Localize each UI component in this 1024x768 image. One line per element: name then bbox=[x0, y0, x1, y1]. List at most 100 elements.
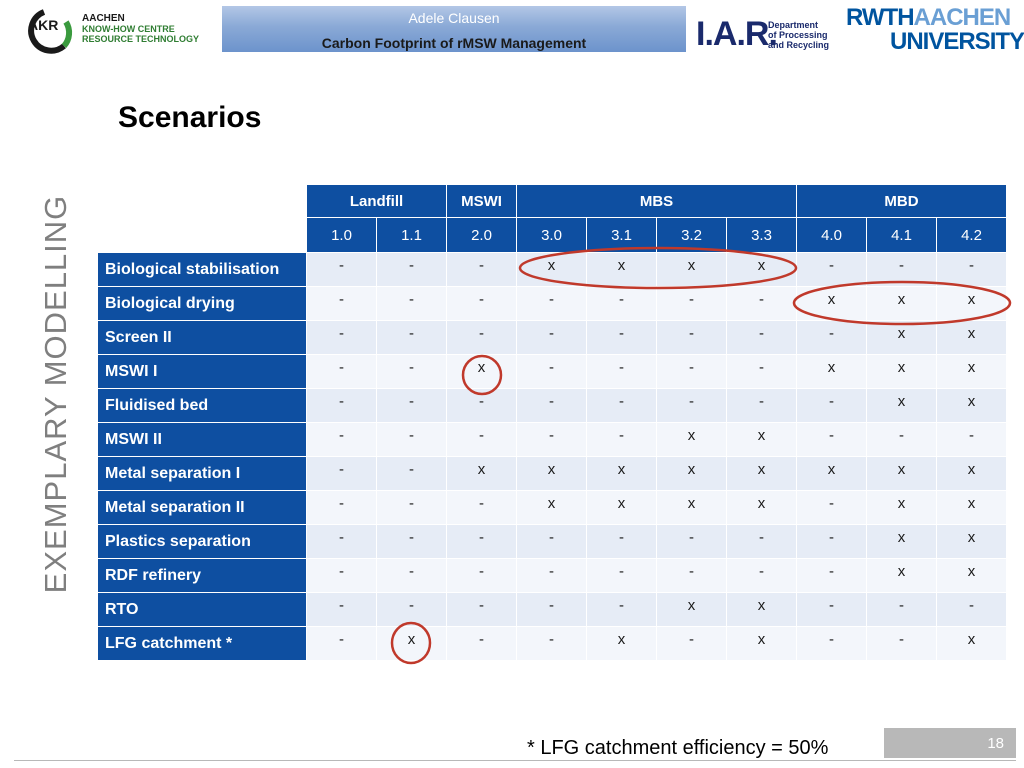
table-cell: x bbox=[657, 457, 726, 490]
table-cell: - bbox=[307, 525, 376, 558]
page-number-box: 18 bbox=[884, 728, 1016, 758]
table-cell: - bbox=[867, 627, 936, 660]
table-cell: x bbox=[657, 253, 726, 286]
table-cell: - bbox=[727, 355, 796, 388]
row-label: Biological stabilisation bbox=[98, 253, 306, 286]
table-cell: - bbox=[657, 627, 726, 660]
table-cell: - bbox=[447, 287, 516, 320]
table-cell: - bbox=[307, 389, 376, 422]
table-cell: x bbox=[937, 559, 1006, 592]
table-cell: - bbox=[377, 321, 446, 354]
table-cell: - bbox=[307, 627, 376, 660]
footnote: * LFG catchment efficiency = 50% bbox=[527, 737, 829, 759]
row-label: RTO bbox=[98, 593, 306, 626]
table-cell: - bbox=[307, 253, 376, 286]
scenario-header: 3.2 bbox=[657, 218, 726, 252]
scenario-header: 1.1 bbox=[377, 218, 446, 252]
table-cell: - bbox=[657, 321, 726, 354]
table-cell: x bbox=[587, 457, 656, 490]
table-cell: - bbox=[587, 321, 656, 354]
table-cell: - bbox=[517, 389, 586, 422]
table-cell: - bbox=[797, 593, 866, 626]
table-cell: - bbox=[797, 491, 866, 524]
table-cell: x bbox=[727, 457, 796, 490]
table-cell: x bbox=[867, 321, 936, 354]
scenario-header: 4.2 bbox=[937, 218, 1006, 252]
table-cell: - bbox=[307, 457, 376, 490]
iar-department-text: Department of Processing and Recycling bbox=[768, 20, 829, 50]
table-cell: - bbox=[307, 423, 376, 456]
table-cell: - bbox=[587, 423, 656, 456]
table-cell: - bbox=[307, 287, 376, 320]
rwth-text: RWTH bbox=[846, 4, 915, 31]
row-label: Metal separation II bbox=[98, 491, 306, 524]
table-cell: x bbox=[797, 457, 866, 490]
akr-emblem-icon: AKR bbox=[28, 9, 73, 54]
akr-logo: AKR AACHEN KNOW-HOW CENTRE RESOURCE TECH… bbox=[14, 8, 204, 54]
table-cell: - bbox=[307, 491, 376, 524]
table-cell: x bbox=[657, 593, 726, 626]
table-cell: x bbox=[867, 287, 936, 320]
table-cell: - bbox=[377, 355, 446, 388]
table-cell: - bbox=[727, 525, 796, 558]
table-cell: - bbox=[587, 525, 656, 558]
table-cell: - bbox=[657, 389, 726, 422]
table-cell: - bbox=[937, 423, 1006, 456]
group-header: MSWI bbox=[447, 185, 516, 217]
table-cell: - bbox=[447, 627, 516, 660]
table-cell: - bbox=[377, 525, 446, 558]
table-cell: x bbox=[937, 287, 1006, 320]
scenario-header: 4.1 bbox=[867, 218, 936, 252]
table-cell: - bbox=[377, 423, 446, 456]
table-cell: x bbox=[937, 491, 1006, 524]
table-cell: - bbox=[657, 559, 726, 592]
table-cell: x bbox=[657, 491, 726, 524]
table-cell: x bbox=[727, 253, 796, 286]
rwth-line-1: RWTHAACHEN bbox=[846, 6, 1024, 30]
iar-line-2: of Processing bbox=[768, 30, 828, 40]
akr-text: AACHEN KNOW-HOW CENTRE RESOURCE TECHNOLO… bbox=[82, 14, 199, 45]
table-cell: - bbox=[447, 525, 516, 558]
table-cell: - bbox=[447, 559, 516, 592]
table-cell: x bbox=[867, 491, 936, 524]
row-label: MSWI I bbox=[98, 355, 306, 388]
table-cell: - bbox=[797, 321, 866, 354]
row-label: Plastics separation bbox=[98, 525, 306, 558]
table-cell: - bbox=[517, 627, 586, 660]
table-cell: - bbox=[657, 287, 726, 320]
table-cell: x bbox=[447, 355, 516, 388]
table-cell: - bbox=[447, 593, 516, 626]
scenario-header: 4.0 bbox=[797, 218, 866, 252]
group-header: MBD bbox=[797, 185, 1006, 217]
scenario-header: 2.0 bbox=[447, 218, 516, 252]
table-cell: x bbox=[517, 491, 586, 524]
table-cell: x bbox=[377, 627, 446, 660]
scenario-header: 1.0 bbox=[307, 218, 376, 252]
scenario-header: 3.0 bbox=[517, 218, 586, 252]
table-cell: x bbox=[797, 287, 866, 320]
row-label: Screen II bbox=[98, 321, 306, 354]
table-cell: - bbox=[307, 355, 376, 388]
table-cell: - bbox=[727, 559, 796, 592]
table-cell: - bbox=[377, 559, 446, 592]
table-cell: - bbox=[377, 253, 446, 286]
table-cell: - bbox=[377, 491, 446, 524]
presentation-title: Carbon Footprint of rMSW Management bbox=[321, 35, 587, 51]
table-cell: - bbox=[587, 287, 656, 320]
table-cell: - bbox=[867, 593, 936, 626]
table-cell: x bbox=[727, 593, 796, 626]
table-cell: x bbox=[937, 525, 1006, 558]
table-cell: x bbox=[937, 355, 1006, 388]
table-cell: - bbox=[307, 559, 376, 592]
table-cell: - bbox=[727, 287, 796, 320]
table-cell: - bbox=[377, 287, 446, 320]
table-cell: x bbox=[587, 627, 656, 660]
iar-line-3: and Recycling bbox=[768, 40, 830, 50]
iar-mark: I.A.R. bbox=[696, 15, 778, 53]
header-banner: Adele Clausen Carbon Footprint of rMSW M… bbox=[222, 6, 686, 52]
group-header: MBS bbox=[517, 185, 796, 217]
table-cell: x bbox=[727, 627, 796, 660]
table-cell: x bbox=[937, 627, 1006, 660]
table-cell: - bbox=[517, 321, 586, 354]
table-cell: x bbox=[867, 525, 936, 558]
